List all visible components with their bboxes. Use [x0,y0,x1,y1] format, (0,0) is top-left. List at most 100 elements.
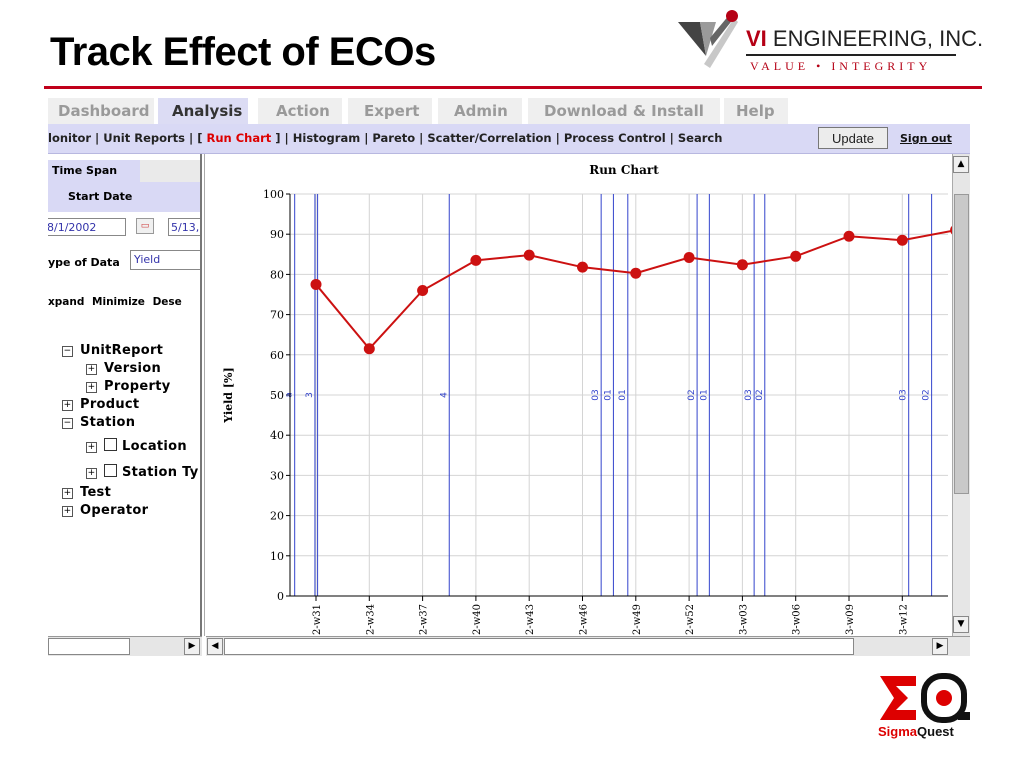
tab-expert[interactable]: Expert [348,98,432,124]
y-axis-label: Yield [%] [222,367,235,423]
expand-icon[interactable]: + [86,442,97,453]
x-tick-label: 3-w09 [845,604,856,635]
y-tick-label: 40 [270,429,284,442]
data-point [363,343,375,355]
y-tick-label: 20 [270,510,284,523]
type-of-data-label: ype of Data [48,256,120,269]
collapse-icon[interactable]: − [62,346,73,357]
chart-scroll-right-arrow-icon[interactable]: ▶ [932,638,948,655]
vi-underline [746,54,956,56]
scroll-down-arrow-icon[interactable]: ▼ [953,616,969,633]
tree-actions[interactable]: xpand Minimize Dese [48,296,182,308]
scroll-left-arrow-icon[interactable]: ◀ [207,638,223,655]
tab-help[interactable]: Help [724,98,788,124]
eco-marker-label: 02 [687,389,697,400]
slide-title: Track Effect of ECOs [50,30,436,74]
x-tick-label: 3-w03 [738,604,749,635]
tab-admin[interactable]: Admin [438,98,522,124]
tree-item-unitreport[interactable]: − UnitReport [62,342,163,360]
eco-marker-label: 01 [699,389,709,400]
x-tick-label: 2-w52 [685,604,696,635]
type-of-data-select[interactable]: Yield [130,250,200,270]
eco-marker-label: 03 [899,389,909,400]
tree-checkbox[interactable] [104,438,117,451]
subnav-links[interactable]: lonitor | Unit Reports | [ Run Chart ] |… [48,131,723,145]
eco-marker-label: 4 [439,392,449,398]
tree-item-label: Product [80,397,140,412]
x-tick-label: 2-w34 [365,604,376,635]
data-point [896,234,908,246]
sigmaquest-mark-icon [880,673,970,723]
tree-item-property[interactable]: + Property [86,378,171,396]
left-filter-panel: Time Span Start Date 8/1/2002 ▭ 5/13, yp… [48,154,202,636]
start-date-input[interactable]: 8/1/2002 [48,218,126,236]
left-horizontal-scrollbar[interactable]: ▶ [48,636,202,656]
tree-item-label: Station [80,415,136,430]
scroll-right-arrow-icon[interactable]: ▶ [184,638,200,655]
vi-company-name: VI ENGINEERING, INC. [746,26,984,51]
y-tick-label: 100 [263,188,284,201]
chart-vertical-scrollbar[interactable]: ▲ ▼ [952,154,970,636]
tree-item-station[interactable]: − Station [62,414,135,432]
time-span-tab[interactable]: Time Span [48,160,140,182]
expand-icon[interactable]: + [86,468,97,479]
tree-item-station-ty[interactable]: + Station Ty [86,464,199,482]
vi-tagline: VALUE • INTEGRITY [750,59,932,73]
collapse-icon[interactable]: − [62,418,73,429]
end-date-input[interactable]: 5/13, [168,218,200,236]
scroll-up-arrow-icon[interactable]: ▲ [953,156,969,173]
y-tick-label: 30 [270,469,284,482]
sigmaquest-logo: SigmaQuest [876,672,974,746]
eco-marker-label: 02 [755,389,765,400]
start-date-header: Start Date [48,182,200,212]
tree-item-version[interactable]: + Version [86,360,161,378]
tab-dashboard[interactable]: Dashboard [48,98,154,124]
left-scroll-thumb[interactable] [48,638,130,655]
tree-item-label: Operator [80,503,149,518]
data-point [950,226,952,235]
expand-icon[interactable]: + [62,400,73,411]
data-point [736,259,748,271]
tree-item-location[interactable]: + Location [86,438,187,456]
expand-icon[interactable]: + [62,488,73,499]
data-point [470,254,482,266]
tree-item-operator[interactable]: + Operator [62,502,148,520]
x-tick-label: 2-w37 [419,604,430,635]
tab-analysis[interactable]: Analysis [158,98,248,124]
x-tick-label: 2-w43 [525,604,536,635]
tree-item-label: Property [104,379,171,394]
tree-item-product[interactable]: + Product [62,396,139,414]
eco-marker-label: 03 [744,389,754,400]
main-tabs: Dashboard Analysis Action Expert Admin D… [48,96,970,124]
tab-download-install[interactable]: Download & Install [528,98,720,124]
x-tick-label: 2-w46 [579,604,590,635]
y-tick-label: 50 [270,389,284,402]
eco-marker-label: 03 [591,389,601,400]
x-tick-label: 3-w06 [792,604,803,635]
data-point [790,250,802,262]
expand-icon[interactable]: + [86,382,97,393]
expand-icon[interactable]: + [62,506,73,517]
tree-item-label: UnitReport [80,343,164,358]
update-button[interactable]: Update [818,127,888,149]
x-tick-label: 2-w31 [312,604,323,635]
chart-scroll-thumb[interactable] [224,638,854,655]
data-point [683,252,695,264]
vertical-scroll-thumb[interactable] [954,194,969,494]
start-date-label: Start Date [68,190,133,203]
chart-horizontal-scrollbar[interactable]: ◀ ▶ [206,636,970,656]
calendar-icon[interactable]: ▭ [136,218,154,234]
data-point [577,261,588,273]
tree-item-test[interactable]: + Test [62,484,111,502]
tree-item-label: Station Ty [122,465,199,480]
eco-marker-label: 3 [305,392,315,398]
vi-engineering-logo: VI ENGINEERING, INC. VALUE • INTEGRITY [676,8,983,76]
subnav-run-chart-link[interactable]: Run Chart [206,131,272,145]
data-point [843,230,855,242]
tree-checkbox[interactable] [104,464,117,477]
sigmaquest-app-window: Dashboard Analysis Action Expert Admin D… [48,96,970,656]
sign-out-link[interactable]: Sign out [900,132,952,145]
expand-icon[interactable]: + [86,364,97,375]
tab-action[interactable]: Action [258,98,342,124]
